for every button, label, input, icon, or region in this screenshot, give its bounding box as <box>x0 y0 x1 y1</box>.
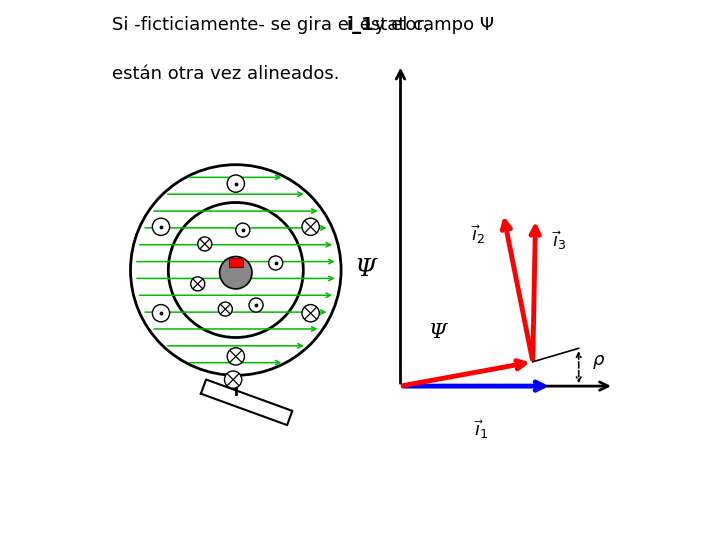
Text: y el campo Ψ: y el campo Ψ <box>369 16 494 34</box>
Text: $\rho$: $\rho$ <box>593 353 606 371</box>
Text: $\vec{\imath}_2$: $\vec{\imath}_2$ <box>472 224 486 246</box>
Circle shape <box>249 298 263 312</box>
Text: $\vec{\imath}_3$: $\vec{\imath}_3$ <box>552 229 567 252</box>
Text: i_1: i_1 <box>346 16 374 34</box>
Circle shape <box>153 305 170 322</box>
Circle shape <box>228 175 245 192</box>
Circle shape <box>225 371 242 388</box>
Circle shape <box>236 223 250 237</box>
Text: están otra vez alineados.: están otra vez alineados. <box>112 65 339 83</box>
Circle shape <box>269 256 283 270</box>
Circle shape <box>198 237 212 251</box>
Bar <box>229 258 243 267</box>
Circle shape <box>153 218 170 235</box>
Text: Ψ: Ψ <box>355 259 377 281</box>
Circle shape <box>218 302 233 316</box>
Text: $\vec{\imath}_1$: $\vec{\imath}_1$ <box>474 418 489 441</box>
Circle shape <box>191 277 204 291</box>
Polygon shape <box>201 380 292 425</box>
Text: Ψ: Ψ <box>429 322 447 342</box>
Text: Si -ficticiamente- se gira el estator,: Si -ficticiamente- se gira el estator, <box>112 16 435 34</box>
Circle shape <box>220 256 252 289</box>
Circle shape <box>302 218 319 235</box>
Circle shape <box>302 305 319 322</box>
Circle shape <box>227 348 245 365</box>
